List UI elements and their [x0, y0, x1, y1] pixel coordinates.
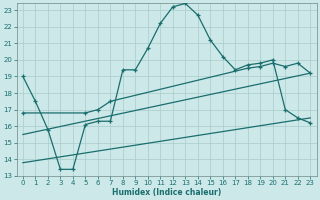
- X-axis label: Humidex (Indice chaleur): Humidex (Indice chaleur): [112, 188, 221, 197]
